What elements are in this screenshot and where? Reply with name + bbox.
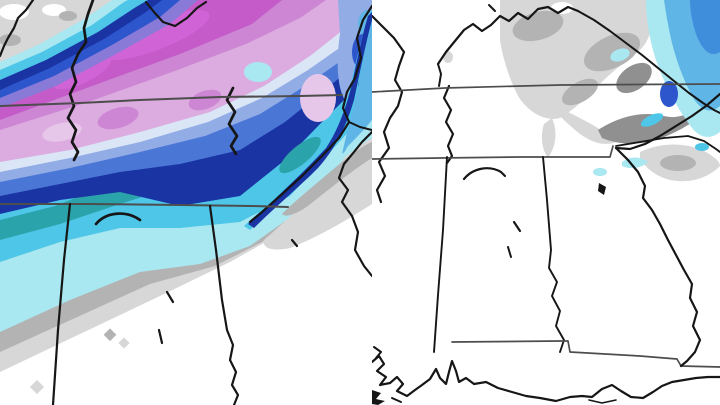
marsh-dash-1 [391,397,402,403]
gray-dark-1 [616,62,652,94]
state-line-ms-al-right [433,156,448,353]
cyan-dash-5 [695,143,709,151]
orchid-patch-2 [188,89,222,111]
river-tennessee-al-arc-right [462,167,507,181]
gray-arm-down [541,118,556,158]
river-mississippi-upper [0,0,35,58]
lake-mark-ga [598,183,606,195]
corner-white-patch-1 [0,4,29,20]
gray-small-1 [535,56,549,80]
river-ky-hook [437,63,442,87]
gulf-coastline [372,354,720,403]
state-line-fl-north [451,340,720,368]
state-line-ky-tn [0,94,343,107]
river-savannah-ga-coast [337,130,372,278]
gray-right-edge-inner [660,155,696,171]
state-line-va-nc-spur [348,121,372,131]
corner-white-patch-2 [42,4,66,16]
orchid-patch-1 [97,106,139,130]
corner-light-gray [0,0,112,62]
lake-mark-al-2 [507,246,512,258]
lake-mark-3 [290,238,299,248]
corner-deepsky [690,0,720,54]
se-gray-wedge-inner [282,142,372,216]
river-savannah-right [614,146,702,368]
state-line-al-ga [208,204,240,405]
state-line-al-ga-right [542,156,565,353]
snow-map-right-panel [372,0,720,405]
state-line-nc-sc [615,135,720,153]
snow-map-left-panel [0,0,372,405]
corner-royal-spot [660,81,678,107]
cyan-dash-4 [593,168,607,176]
river-ohio [144,0,208,28]
river-ohio-right [436,5,580,66]
pink-light-patch-1 [300,74,336,122]
state-line-ms-al [51,202,72,405]
pink-light-patch-2 [42,122,82,142]
speckle-1 [29,379,45,395]
river-mississippi-right [372,14,406,204]
state-line-ky-tn-right [372,83,720,93]
corner-gray-patch-2 [59,11,77,21]
cyan-dash-2 [640,113,664,127]
state-line-tn-south-right [372,145,614,160]
ne-east-sky-band [342,22,372,154]
river-tennessee-loop-right [442,84,455,165]
pale-teal-patch [244,62,272,82]
barrier-island-dash [588,399,617,404]
cyan-dash-1 [610,48,630,62]
river-mississippi-west-tn [66,0,95,162]
marsh-blob [372,390,385,405]
ky-small-mark [488,4,496,12]
state-line-tn-nc-right [614,92,720,151]
lake-mark-2 [157,328,164,345]
ne-teal-tinge [279,136,321,174]
lake-mark-1 [165,290,175,304]
state-line-appalachian-ridge [248,4,372,224]
state-line-tn-south [0,203,289,208]
river-tennessee-al-arc [94,212,142,226]
lake-mark-al-1 [512,220,522,233]
river-tennessee-loop [225,86,239,156]
marsh-dash-2 [373,346,382,359]
